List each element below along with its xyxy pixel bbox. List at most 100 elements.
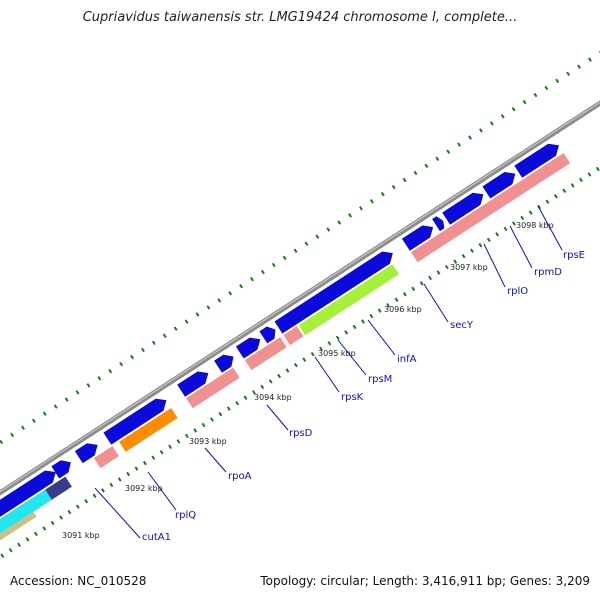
reverse-cds-segment: [244, 337, 287, 371]
outer-tick: [21, 425, 25, 431]
inner-tick: [193, 428, 198, 433]
inner-tick: [453, 259, 458, 264]
gene-label-rplQ[interactable]: rplQ: [175, 510, 196, 521]
outer-tick: [162, 333, 167, 338]
outer-tick: [478, 128, 483, 133]
label-connector: [423, 283, 449, 323]
label-connector: [483, 243, 506, 288]
gene-label-rplO[interactable]: rplO: [507, 286, 528, 297]
inner-tick: [67, 509, 72, 515]
inner-tick: [210, 417, 214, 422]
outer-tick: [151, 340, 156, 346]
outer-tick: [64, 397, 69, 402]
outer-tick: [293, 248, 298, 254]
inner-tick: [260, 384, 265, 390]
outer-tick: [500, 114, 505, 119]
inner-tick: [84, 499, 89, 504]
outer-tick: [282, 255, 287, 261]
inner-tick: [277, 373, 282, 379]
gene-label-secY[interactable]: secY: [450, 320, 474, 331]
inner-tick: [579, 177, 583, 183]
inner-tick: [402, 292, 407, 297]
outer-tick-ring: [0, 50, 600, 445]
inner-tick: [134, 466, 139, 471]
inner-tick: [436, 270, 441, 275]
inner-tick: [411, 286, 416, 292]
inner-tick: [503, 226, 508, 232]
outer-tick: [119, 361, 124, 367]
gene-label-infA[interactable]: infA: [397, 354, 417, 365]
gene-label-rpmD[interactable]: rpmD: [534, 267, 562, 278]
label-connector: [147, 471, 177, 511]
gene-label-rpsE[interactable]: rpsE: [563, 250, 585, 261]
inner-tick: [201, 422, 206, 428]
gene-label-rpoA[interactable]: rpoA: [228, 471, 252, 482]
inner-tick: [520, 215, 525, 221]
outer-tick: [108, 368, 113, 374]
outer-tick: [337, 220, 342, 225]
scale-label: 3098 kbp: [516, 221, 554, 230]
genome-summary-text: Topology: circular; Length: 3,416,911 bp…: [260, 574, 590, 588]
inner-tick: [511, 221, 516, 226]
forward-cds-arrow: [442, 192, 484, 225]
inner-tick: [151, 455, 156, 460]
outer-tick: [588, 57, 592, 62]
forward-cds-arrow: [74, 443, 98, 464]
backbone-track: [0, 100, 600, 496]
inner-tick: [59, 515, 63, 520]
outer-tick: [250, 276, 254, 282]
rplQ-highlight: [45, 476, 72, 500]
outer-tick: [271, 262, 276, 268]
inner-tick: [335, 335, 340, 341]
backbone-highlight: [0, 101, 600, 493]
backbone-line: [0, 100, 600, 496]
outer-tick: [42, 411, 47, 416]
inner-tick: [595, 166, 600, 172]
outer-tick: [195, 312, 200, 317]
forward-cds-arrow: [432, 216, 445, 232]
outer-tick: [577, 64, 581, 69]
accession-text: Accession: NC_010528: [10, 574, 147, 588]
inner-tick: [361, 319, 365, 324]
outer-tick: [97, 376, 102, 381]
outer-tick: [173, 326, 178, 331]
gene-label-cutA1[interactable]: cutA1: [142, 532, 171, 543]
inner-tick-ring: [0, 166, 600, 558]
inner-tick: [470, 248, 474, 253]
gene-label-rpsK[interactable]: rpsK: [341, 392, 364, 403]
outer-tick: [0, 439, 4, 445]
inner-tick: [168, 444, 172, 449]
inner-tick: [344, 330, 349, 335]
gene-label-rpsD[interactable]: rpsD: [289, 428, 313, 439]
outer-tick: [239, 283, 243, 289]
inner-tick: [50, 520, 55, 526]
label-connector: [367, 319, 396, 356]
inner-tick: [310, 351, 315, 357]
secY-highlight: [298, 264, 399, 336]
outer-tick: [217, 298, 222, 303]
inner-tick: [386, 302, 391, 308]
label-connector: [204, 447, 227, 473]
outer-tick: [369, 199, 374, 204]
inner-tick: [461, 253, 466, 259]
label-connector: [266, 404, 289, 431]
outer-tick: [75, 390, 80, 395]
forward-cds-arrow: [51, 460, 71, 479]
label-connector: [314, 356, 340, 393]
inner-tick: [486, 237, 491, 243]
forward-cds-arrow: [235, 337, 261, 359]
cutA1-highlight: [0, 489, 52, 534]
inner-tick: [252, 390, 256, 395]
outer-tick: [260, 269, 265, 275]
outer-tick: [380, 191, 385, 197]
label-connector: [337, 339, 367, 376]
reverse-cds-segment: [410, 153, 571, 263]
inner-tick: [352, 324, 357, 330]
inner-tick: [109, 482, 114, 488]
gene-label-rpsM[interactable]: rpsM: [368, 374, 392, 385]
outer-tick: [228, 291, 233, 296]
outer-tick: [326, 227, 331, 232]
inner-tick: [226, 406, 231, 411]
